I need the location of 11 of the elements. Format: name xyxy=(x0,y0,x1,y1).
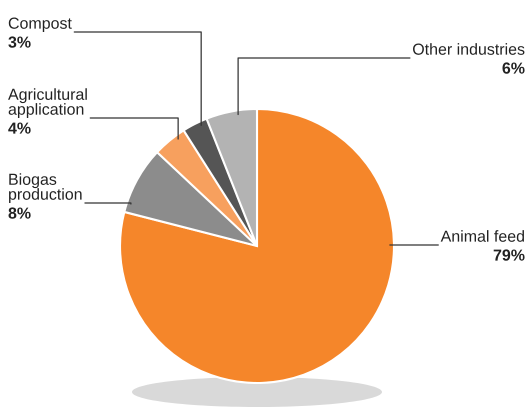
data-label: 8% xyxy=(8,207,31,219)
slice-label: Compost xyxy=(8,18,72,32)
data-label: 79% xyxy=(494,249,525,261)
slice-label: Agricultural application xyxy=(8,88,87,118)
data-label: 6% xyxy=(502,62,525,74)
slice-label: Animal feed xyxy=(440,230,524,242)
data-label: 4% xyxy=(8,122,31,134)
pie-slice xyxy=(118,108,396,384)
slice-label: Biogas production xyxy=(9,173,82,203)
slice-label: Other industries xyxy=(413,43,524,55)
data-label: 3% xyxy=(8,36,31,48)
